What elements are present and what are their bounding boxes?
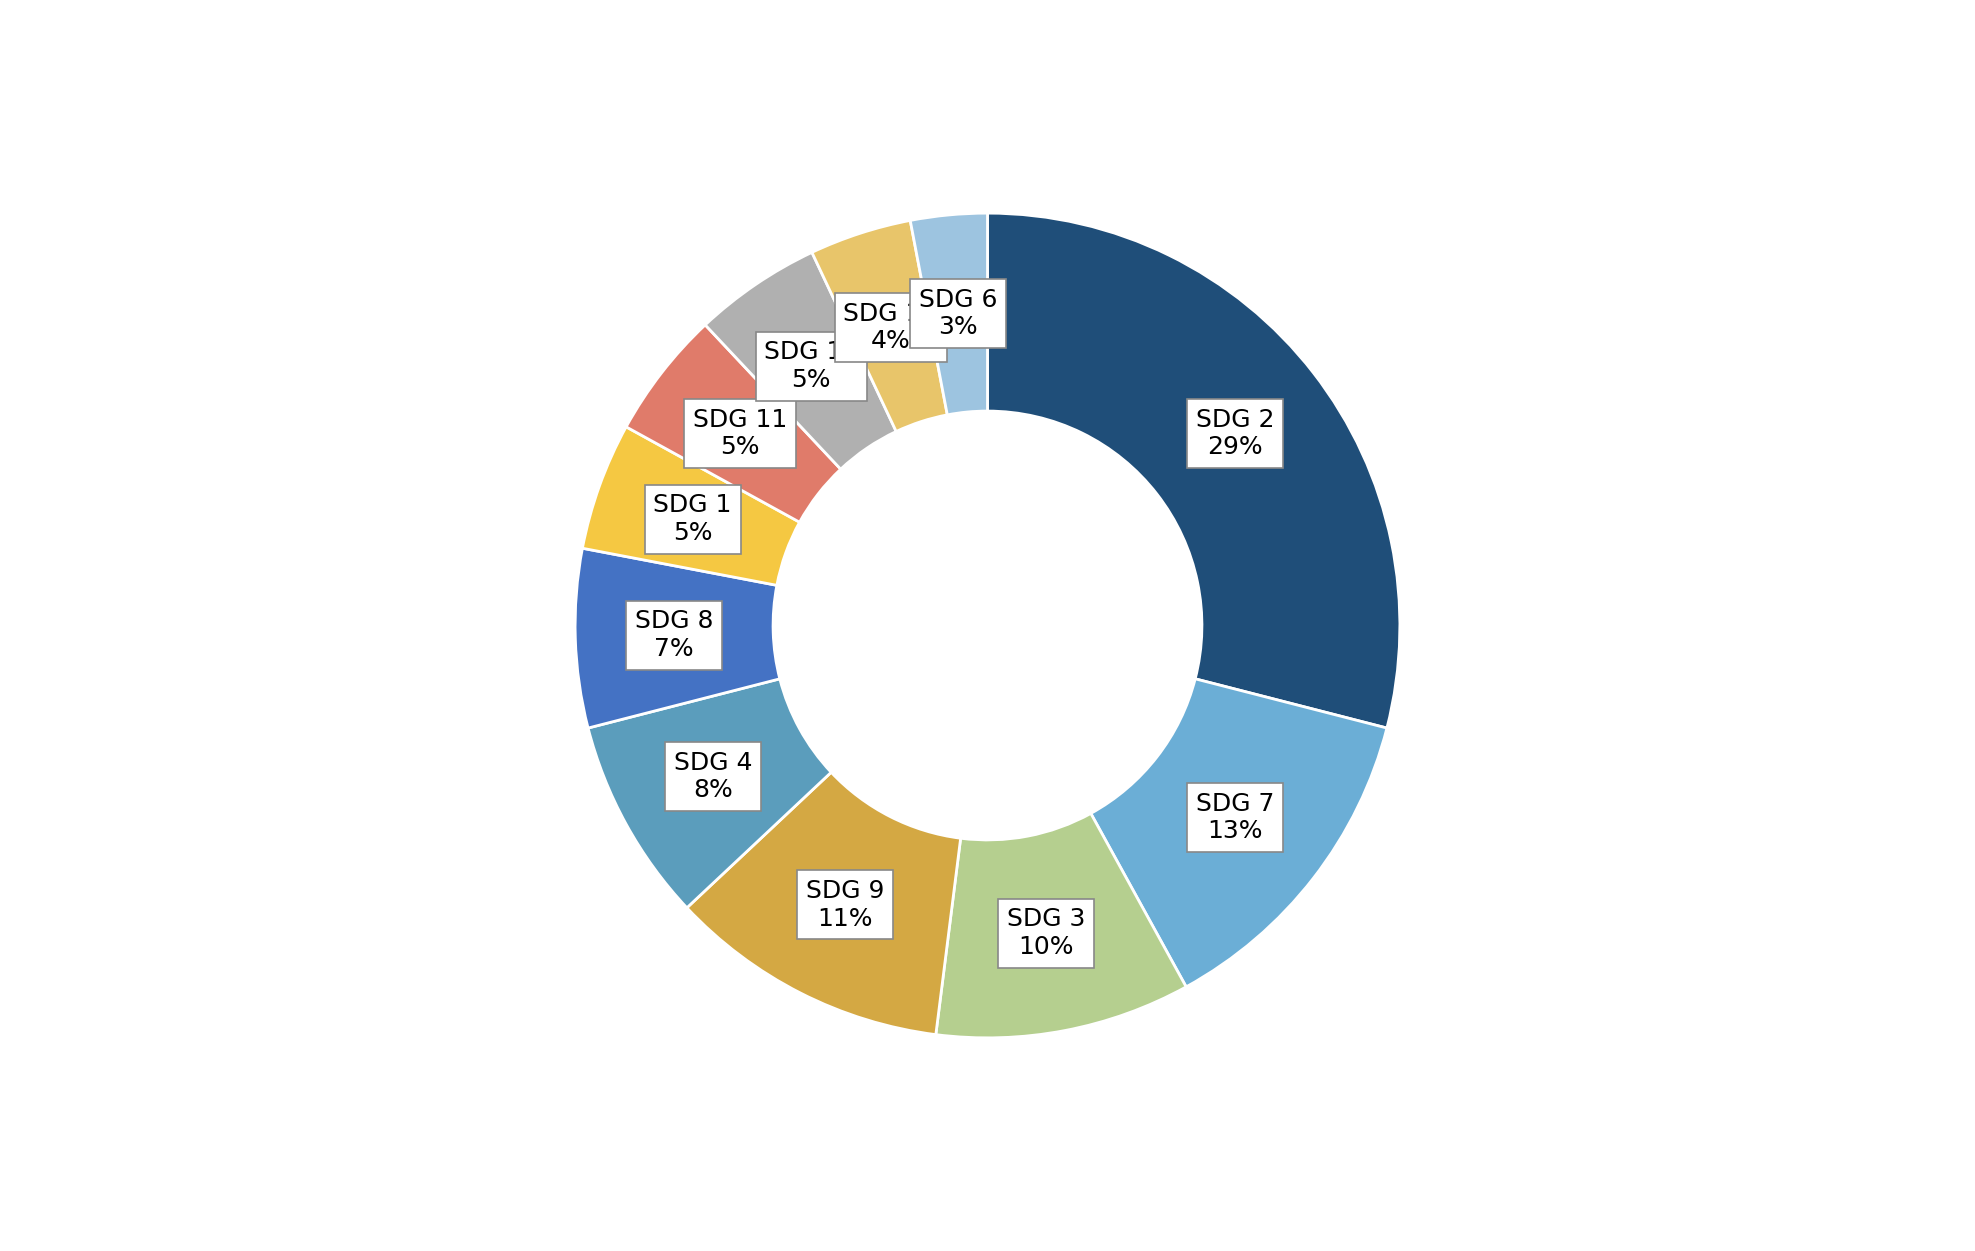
Wedge shape <box>812 220 948 432</box>
Text: SDG 8
7%: SDG 8 7% <box>636 609 713 662</box>
Text: SDG 3
10%: SDG 3 10% <box>1007 907 1086 960</box>
Wedge shape <box>687 772 960 1035</box>
Text: SDG 2
29%: SDG 2 29% <box>1197 408 1274 459</box>
Wedge shape <box>583 427 800 585</box>
Wedge shape <box>988 213 1400 728</box>
Wedge shape <box>936 813 1187 1038</box>
Text: SDG 1
5%: SDG 1 5% <box>654 493 733 545</box>
Wedge shape <box>705 253 897 469</box>
Text: SDG 15
5%: SDG 15 5% <box>764 340 859 393</box>
Text: SDG 4
8%: SDG 4 8% <box>673 751 752 802</box>
Wedge shape <box>575 548 780 728</box>
Text: SDG 11
5%: SDG 11 5% <box>693 408 786 459</box>
Text: SDG 6
3%: SDG 6 3% <box>918 288 997 339</box>
Wedge shape <box>589 679 831 908</box>
Wedge shape <box>910 213 988 415</box>
Wedge shape <box>626 325 841 522</box>
Wedge shape <box>1090 679 1386 987</box>
Text: SDG 12
4%: SDG 12 4% <box>843 301 938 353</box>
Text: SDG 7
13%: SDG 7 13% <box>1197 792 1274 843</box>
Text: SDG 9
11%: SDG 9 11% <box>806 879 885 931</box>
